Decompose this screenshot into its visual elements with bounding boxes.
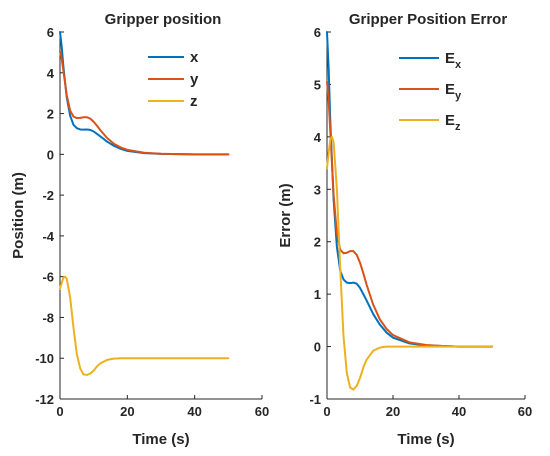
legend: Ex Ey Ez xyxy=(399,50,462,133)
legend-entry-label: z xyxy=(190,93,198,110)
y-tick-label: 6 xyxy=(314,25,321,40)
x-axis-label: Time (s) xyxy=(132,431,189,448)
subplot-1: 0 20 40 60 -12 -10 -8 -6 -4 -2 0 2 4 6 Gripper positio… xyxy=(10,11,269,448)
legend-entry-label: y xyxy=(190,71,199,88)
y-tick-label: -12 xyxy=(35,392,54,407)
y-tick-label: 4 xyxy=(47,66,55,81)
y-axis-label: Position (m) xyxy=(10,172,27,259)
chart-title: Gripper position xyxy=(105,11,222,28)
y-tick-label: -2 xyxy=(42,188,54,203)
y-tick-label: -10 xyxy=(35,351,54,366)
x-tick-label: 40 xyxy=(452,404,466,419)
x-tick-label: 20 xyxy=(120,404,134,419)
y-tick-label: 0 xyxy=(314,340,321,355)
legend-entry-label: Ez xyxy=(445,112,461,133)
y-tick-label: 4 xyxy=(314,130,322,145)
x-tick-label: 60 xyxy=(255,404,269,419)
y-tick-label: 2 xyxy=(314,235,321,250)
y-tick-label: -8 xyxy=(42,310,54,325)
series-line-y xyxy=(59,50,230,156)
x-tick-label: 60 xyxy=(518,404,532,419)
y-tick-label: 5 xyxy=(314,77,321,92)
legend-entry-label: x xyxy=(190,49,199,66)
legend-entry-label: Ex xyxy=(445,50,462,71)
x-tick-label: 20 xyxy=(386,404,400,419)
series-line-Ez xyxy=(326,135,493,391)
y-tick-label: -6 xyxy=(42,270,54,285)
legend-entry-label: Ey xyxy=(445,81,462,102)
x-tick-label: 0 xyxy=(323,404,330,419)
series-line-z xyxy=(59,275,230,376)
series-line-Ey xyxy=(326,80,493,348)
y-tick-label: 1 xyxy=(314,287,321,302)
y-tick-label: 6 xyxy=(47,25,54,40)
legend-entry-subscript: x xyxy=(455,59,462,71)
chart-title: Gripper Position Error xyxy=(349,11,508,28)
y-tick-label: 2 xyxy=(47,107,54,122)
y-tick-label: -4 xyxy=(42,229,54,244)
x-tick-label: 0 xyxy=(56,404,63,419)
legend-entry-subscript: y xyxy=(455,90,462,102)
x-tick-label: 40 xyxy=(187,404,201,419)
y-tick-label: 0 xyxy=(47,147,54,162)
y-tick-label: -1 xyxy=(309,392,321,407)
series-line-x xyxy=(59,31,230,156)
y-tick-label: 3 xyxy=(314,182,321,197)
series-line-Ex xyxy=(326,31,493,348)
legend-entry-subscript: z xyxy=(455,121,461,133)
y-axis-label: Error (m) xyxy=(277,183,294,247)
x-axis-label: Time (s) xyxy=(397,431,454,448)
legend: xyz xyxy=(148,49,199,110)
